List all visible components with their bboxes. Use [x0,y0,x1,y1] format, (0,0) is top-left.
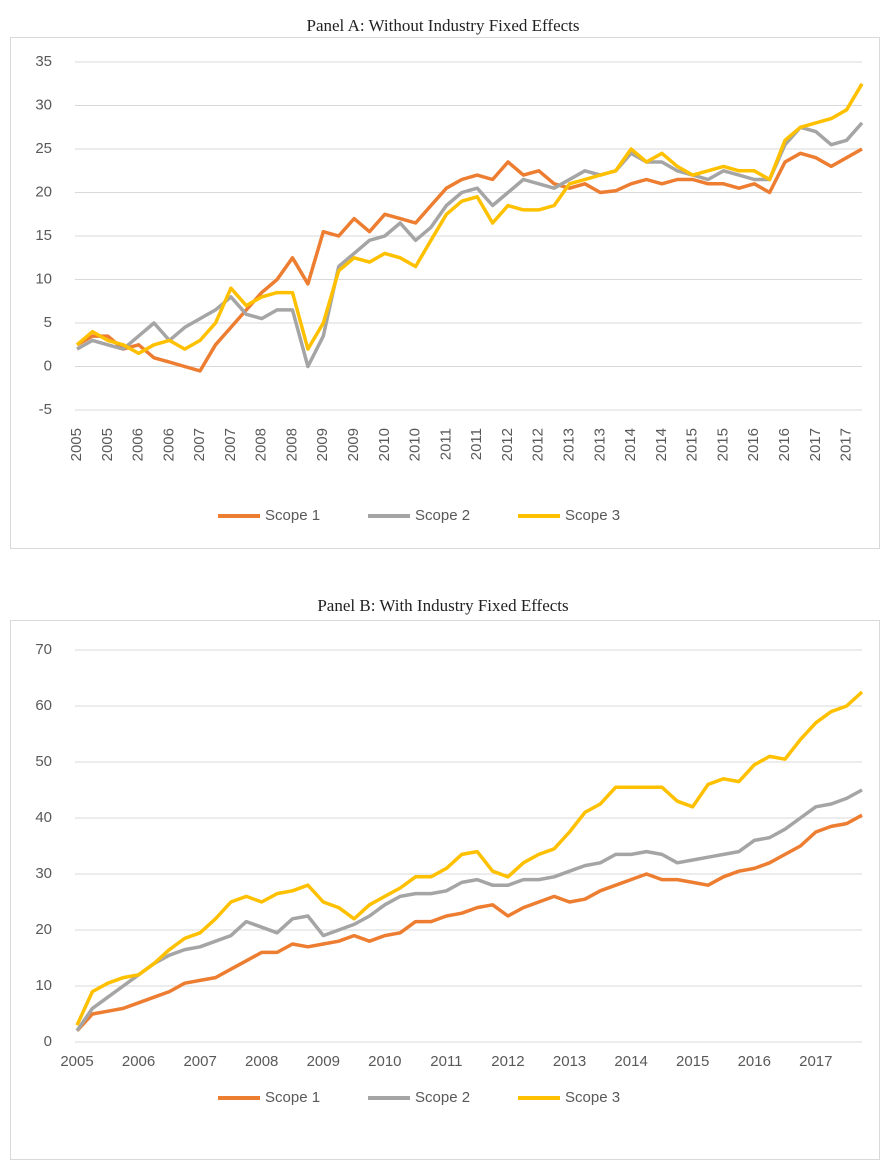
x-tick-label: 2011 [437,428,454,460]
y-tick-label: 30 [35,865,52,882]
legend-label: Scope 2 [415,1089,470,1106]
y-tick-label: 10 [35,270,52,287]
x-tick-label: 2016 [776,428,793,461]
x-tick-label: 2017 [807,428,824,461]
y-tick-label: 70 [35,641,52,658]
x-tick-label: 2016 [738,1053,771,1070]
x-tick-label: 2008 [253,428,270,461]
series-line [76,121,864,369]
y-tick-label: -5 [39,401,52,418]
legend-label: Scope 1 [265,507,320,524]
x-tick-label: 2008 [283,428,300,461]
y-tick-label: 35 [35,53,52,70]
x-tick-label: 2007 [222,428,239,461]
x-tick-label: 2010 [407,428,424,461]
legend-label: Scope 3 [565,507,620,524]
x-tick-label: 2011 [468,428,485,460]
panel-frame [10,37,880,549]
y-tick-label: 20 [35,183,52,200]
x-tick-label: 2005 [68,428,85,461]
y-tick-label: 30 [35,96,52,113]
x-tick-label: 2005 [60,1053,93,1070]
x-tick-label: 2014 [622,428,639,461]
y-tick-label: 0 [44,1033,52,1050]
x-tick-label: 2016 [745,428,762,461]
x-tick-label: 2006 [160,428,177,461]
x-tick-label: 2017 [838,428,855,461]
x-tick-label: 2013 [553,1053,586,1070]
x-tick-label: 2007 [191,428,208,461]
x-tick-label: 2014 [653,428,670,461]
x-tick-label: 2006 [130,428,147,461]
legend-label: Scope 3 [565,1089,620,1106]
x-tick-label: 2007 [183,1053,216,1070]
x-tick-label: 2015 [676,1053,709,1070]
x-tick-label: 2012 [530,428,547,461]
y-tick-label: 0 [44,357,52,374]
x-tick-label: 2011 [430,1053,462,1070]
y-tick-label: 5 [44,314,52,331]
y-tick-label: 25 [35,140,52,157]
x-tick-label: 2009 [345,428,362,461]
x-tick-label: 2005 [99,428,116,461]
chart-title: Panel A: Without Industry Fixed Effects [306,16,579,35]
x-tick-label: 2009 [307,1053,340,1070]
x-tick-label: 2008 [245,1053,278,1070]
x-tick-label: 2010 [376,428,393,461]
x-tick-label: 2009 [314,428,331,461]
panel-frame [10,620,880,1160]
series-line [75,788,863,1032]
x-tick-label: 2010 [368,1053,401,1070]
x-tick-label: 2014 [614,1053,647,1070]
series-line [75,82,864,356]
x-tick-label: 2015 [714,428,731,461]
chart-title: Panel B: With Industry Fixed Effects [317,596,568,615]
x-tick-label: 2015 [684,428,701,461]
x-tick-label: 2017 [799,1053,832,1070]
x-tick-label: 2013 [561,428,578,461]
y-tick-label: 60 [35,697,52,714]
y-tick-label: 15 [35,227,52,244]
series-line [75,813,863,1032]
y-tick-label: 50 [35,753,52,770]
x-tick-label: 2012 [491,1053,524,1070]
y-tick-label: 20 [35,921,52,938]
x-tick-label: 2012 [499,428,516,461]
series-line [76,147,863,373]
x-tick-label: 2013 [591,428,608,461]
legend-label: Scope 1 [265,1089,320,1106]
y-tick-label: 40 [35,809,52,826]
y-tick-label: 10 [35,977,52,994]
x-tick-label: 2006 [122,1053,155,1070]
series-line [75,690,864,1026]
legend-label: Scope 2 [415,507,470,524]
